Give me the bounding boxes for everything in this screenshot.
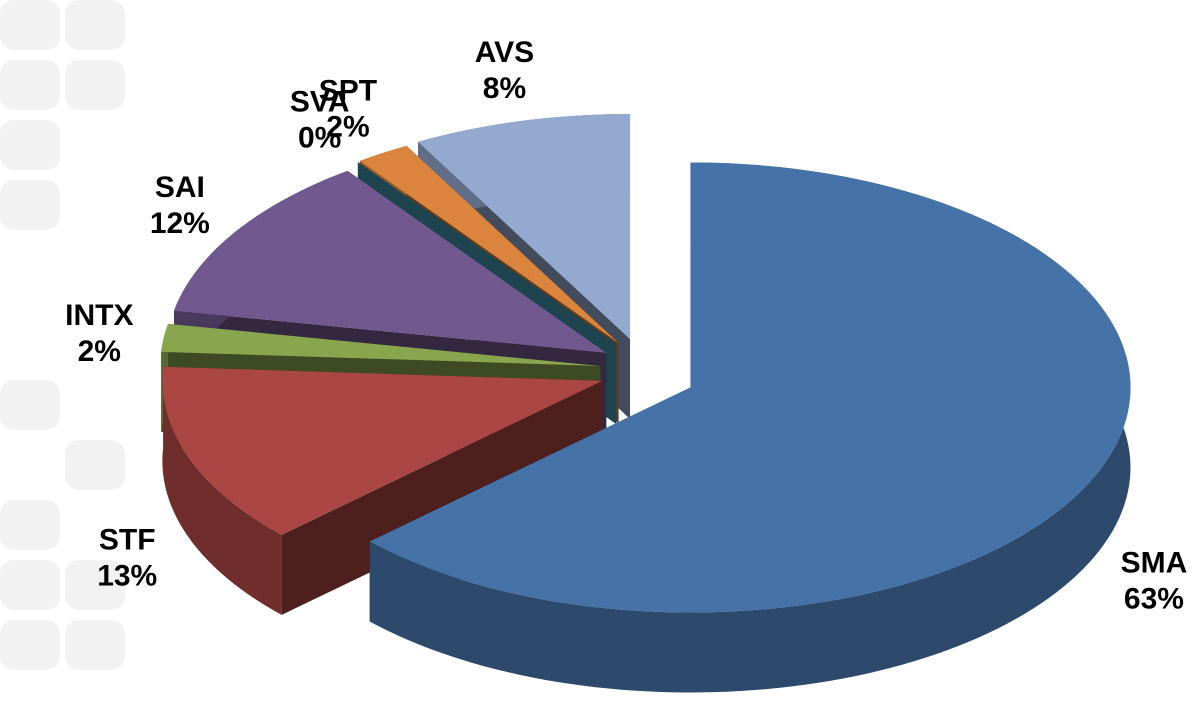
data-label: STF 13% bbox=[97, 524, 157, 593]
slice bbox=[162, 366, 603, 535]
label-name: STF bbox=[99, 524, 156, 557]
background-pattern bbox=[0, 0, 125, 670]
label-name: SVA bbox=[290, 86, 349, 119]
label-name: SAI bbox=[155, 171, 205, 204]
label-value: 12% bbox=[150, 207, 210, 240]
label-name: INTX bbox=[65, 299, 133, 332]
data-label: INTX 2% bbox=[65, 299, 133, 368]
slice bbox=[161, 323, 601, 366]
slice bbox=[418, 114, 631, 340]
label-value: 2% bbox=[78, 335, 121, 368]
pie bbox=[161, 114, 1131, 693]
slice-side bbox=[162, 366, 282, 615]
slice bbox=[359, 145, 619, 343]
slice bbox=[369, 162, 1131, 613]
label-value: 8% bbox=[483, 72, 526, 105]
label-name: AVS bbox=[475, 36, 534, 69]
slice bbox=[357, 162, 617, 345]
label-name: SMA bbox=[1121, 547, 1188, 580]
label-value: 63% bbox=[1124, 583, 1184, 616]
label-value: 2% bbox=[326, 111, 369, 144]
label-value: 13% bbox=[97, 560, 157, 593]
data-label: SMA 63% bbox=[1121, 547, 1188, 616]
labels: AVS 8%SPT 2%SVA 0%SAI 12%INTX 2%STF 13% SMA 63% bbox=[65, 36, 1187, 616]
data-label: SAI 12% bbox=[150, 171, 210, 240]
data-label: AVS 8% bbox=[475, 36, 534, 105]
label-name: SPT bbox=[319, 75, 377, 108]
data-label: SVA 0% bbox=[290, 86, 349, 155]
slice-side bbox=[369, 162, 1131, 693]
slice bbox=[174, 170, 607, 353]
data-label: SPT 2% bbox=[319, 75, 377, 144]
label-value: 0% bbox=[298, 122, 341, 155]
